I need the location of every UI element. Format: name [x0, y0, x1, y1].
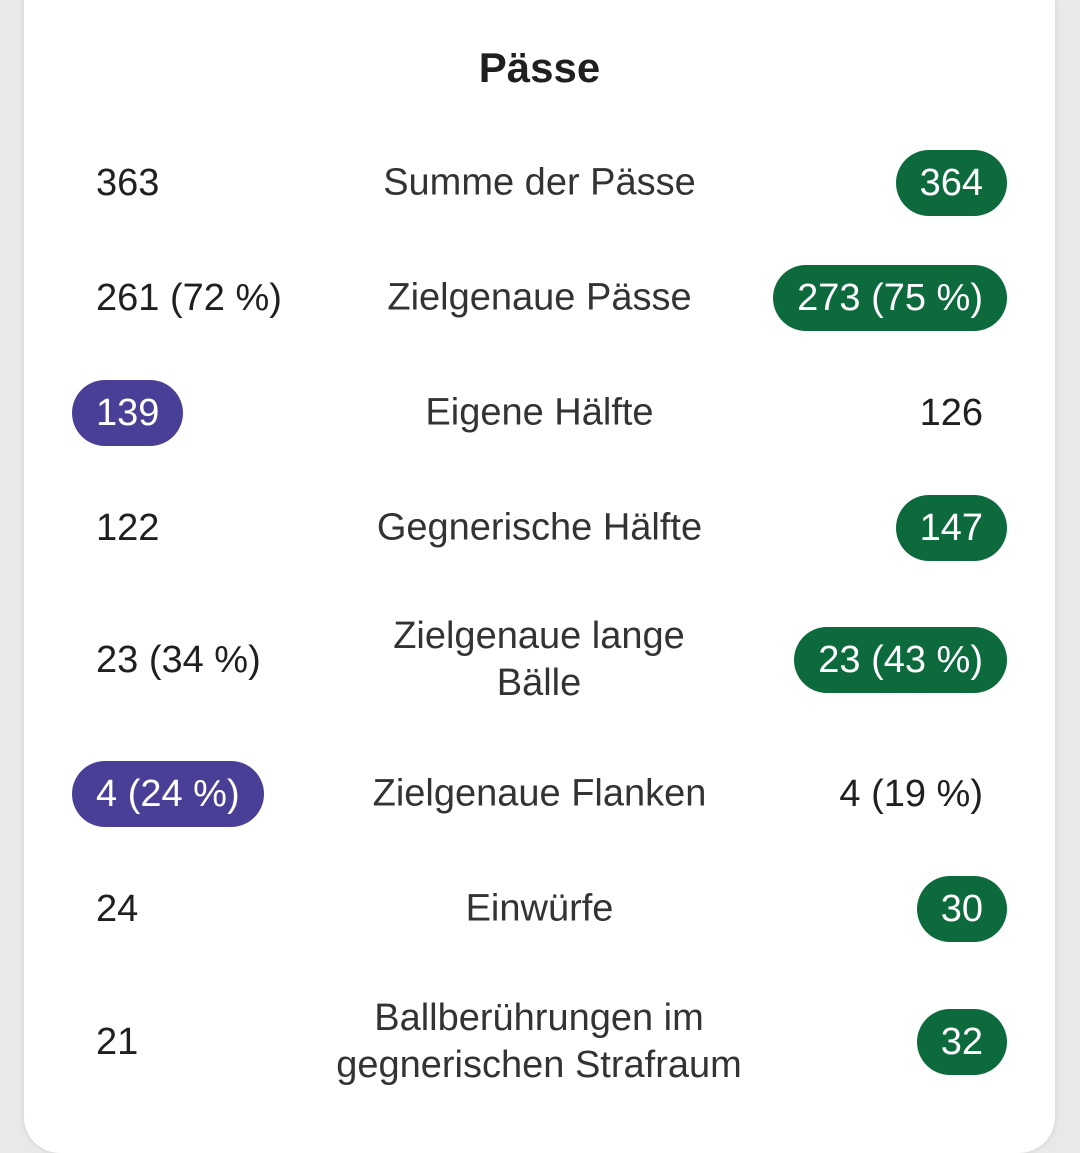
stat-row-long-balls: 23 (34 %) Zielgenaue lange Bälle 23 (43 …	[24, 610, 1055, 710]
away-value-highlight: 364	[895, 150, 1007, 216]
stat-label: Gegnerische Hälfte	[376, 506, 703, 549]
away-value-highlight: 30	[916, 876, 1007, 942]
away-value-highlight: 147	[895, 495, 1007, 561]
home-value: 24	[96, 888, 139, 930]
stat-row-box-touches: 21 Ballberührungen im gegnerischen Straf…	[24, 992, 1055, 1092]
stat-label: Summe der Pässe	[383, 161, 696, 204]
stat-row-own-half: 139 Eigene Hälfte 126	[24, 380, 1055, 446]
stat-row-crosses: 4 (24 %) Zielgenaue Flanken 4 (19 %)	[24, 761, 1055, 827]
passes-stats-card: Pässe 363 Summe der Pässe 364 261 (72 %)…	[24, 0, 1055, 1153]
stat-label: Einwürfe	[465, 887, 614, 930]
stat-label: Zielgenaue Flanken	[372, 772, 707, 815]
away-value: 126	[919, 392, 983, 434]
stat-row-opponent-half: 122 Gegnerische Hälfte 147	[24, 495, 1055, 561]
home-value: 23 (34 %)	[96, 639, 261, 681]
stat-label: Zielgenaue Pässe	[387, 276, 692, 319]
home-value-highlight: 4 (24 %)	[72, 761, 264, 827]
away-value: 4 (19 %)	[839, 773, 983, 815]
away-value-highlight: 273 (75 %)	[773, 265, 1007, 331]
stat-row-total-passes: 363 Summe der Pässe 364	[24, 150, 1055, 216]
home-value: 122	[96, 507, 160, 549]
home-value: 261 (72 %)	[96, 277, 282, 319]
home-value: 363	[96, 162, 160, 204]
away-value-highlight: 23 (43 %)	[794, 627, 1007, 693]
stat-row-accurate-passes: 261 (72 %) Zielgenaue Pässe 273 (75 %)	[24, 265, 1055, 331]
stat-label: Ballberührungen im gegnerischen Strafrau…	[336, 997, 742, 1086]
stat-row-throw-ins: 24 Einwürfe 30	[24, 876, 1055, 942]
home-value: 21	[96, 1021, 139, 1063]
home-value-highlight: 139	[72, 380, 184, 446]
stat-label: Zielgenaue lange Bälle	[393, 615, 685, 704]
away-value-highlight: 32	[916, 1009, 1007, 1075]
section-title: Pässe	[478, 44, 601, 91]
stat-label: Eigene Hälfte	[425, 391, 654, 434]
